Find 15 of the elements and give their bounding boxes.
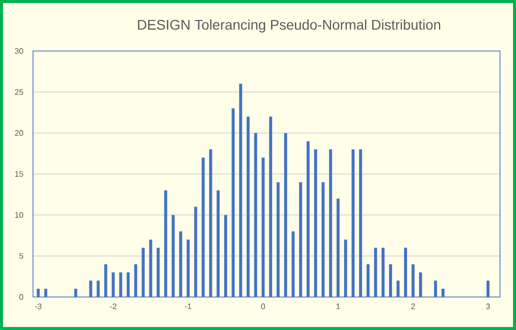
y-tick-label: 15	[15, 171, 24, 177]
x-tick-label: -1	[184, 304, 192, 310]
chart-title: DESIGN Tolerancing Pseudo-Normal Distribution	[138, 19, 440, 33]
y-tick-label: 30	[14, 48, 24, 54]
y-tick-label: 5	[19, 253, 24, 259]
x-tick-label: 1	[336, 304, 340, 310]
y-tick-label: 25	[14, 89, 24, 95]
x-tick-label: 0	[261, 304, 266, 310]
y-tick-label: 20	[14, 130, 24, 136]
y-tick-label: 10	[15, 212, 24, 218]
x-tick-label: -3	[35, 304, 42, 310]
x-tick-label: 2	[411, 304, 415, 310]
x-tick-label: -2	[110, 304, 116, 310]
y-tick-label: 0	[19, 294, 24, 300]
x-tick-label: 3	[486, 304, 490, 310]
